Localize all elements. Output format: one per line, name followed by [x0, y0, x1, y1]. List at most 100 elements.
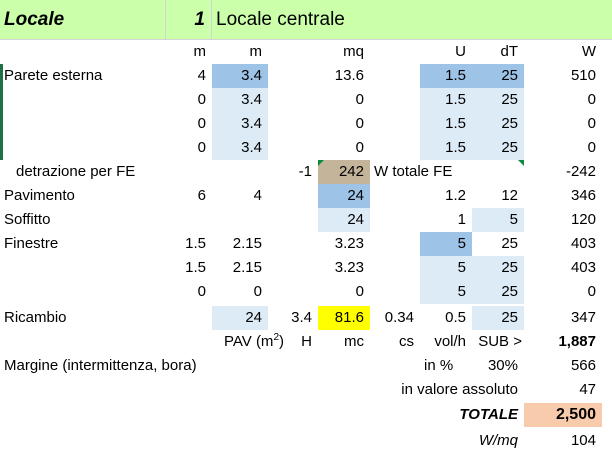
unit-mq[interactable]: mq — [343, 43, 364, 60]
pav-unit-close: ) — [279, 333, 284, 350]
sub-label[interactable]: SUB > — [478, 333, 522, 350]
detraction-label[interactable]: detrazione per FE — [16, 163, 136, 180]
wall-height[interactable]: 3.4 — [212, 136, 268, 160]
window-dt[interactable]: 25 — [472, 256, 524, 280]
wall-u[interactable]: 1.5 — [420, 64, 472, 88]
unit-m2[interactable]: m — [249, 43, 263, 60]
ceiling-u[interactable]: 1 — [457, 211, 466, 228]
floor-area[interactable]: 24 — [318, 184, 370, 208]
wall-height[interactable]: 3.4 — [212, 64, 268, 88]
wall-height[interactable]: 3.4 — [212, 88, 268, 112]
windows-label[interactable]: Finestre — [4, 235, 59, 252]
floor-length[interactable]: 4 — [253, 187, 262, 204]
unit-m1[interactable]: m — [193, 43, 207, 60]
absolute-watts[interactable]: 47 — [579, 381, 596, 398]
wall-area[interactable]: 13.6 — [334, 67, 364, 84]
window-area[interactable]: 3.23 — [334, 259, 364, 276]
detraction-note[interactable]: W totale FE — [374, 163, 453, 180]
window-u[interactable]: 5 — [420, 232, 472, 256]
floor-watts[interactable]: 346 — [570, 187, 596, 204]
wall-area[interactable]: 0 — [355, 91, 364, 108]
ricambio-watts[interactable]: 347 — [570, 309, 596, 326]
wall-watts[interactable]: 510 — [570, 67, 596, 84]
margin-label[interactable]: Margine (intermittenza, bora) — [4, 357, 197, 374]
wall-width[interactable]: 0 — [197, 91, 206, 108]
margin-unit[interactable]: in % — [424, 357, 454, 374]
ceiling-area[interactable]: 24 — [318, 208, 370, 232]
margin-percent[interactable]: 30% — [487, 357, 518, 374]
wall-watts[interactable]: 0 — [587, 115, 596, 132]
selection-edge-marker — [0, 64, 3, 160]
locale-name-cell[interactable]: Locale centrale — [212, 0, 612, 40]
absolute-label[interactable]: in valore assoluto — [401, 381, 518, 398]
subtotal-value[interactable]: 1,887 — [558, 333, 596, 350]
wall-dt[interactable]: 25 — [472, 136, 524, 160]
ricambio-mc[interactable]: 81.6 — [318, 306, 370, 330]
volh-unit-label[interactable]: vol/h — [434, 333, 466, 350]
wall-dt[interactable]: 25 — [472, 88, 524, 112]
window-width[interactable]: 1.5 — [185, 235, 206, 252]
per-sqm-value[interactable]: 104 — [570, 432, 596, 449]
window-height[interactable]: 2.15 — [232, 259, 262, 276]
window-area[interactable]: 3.23 — [334, 235, 364, 252]
window-height[interactable]: 2.15 — [232, 235, 262, 252]
floor-dt[interactable]: 12 — [501, 187, 518, 204]
wall-u[interactable]: 1.5 — [420, 88, 472, 112]
pav-unit-exponent: 2 — [273, 332, 279, 343]
unit-w[interactable]: W — [581, 43, 596, 60]
window-dt[interactable]: 25 — [472, 280, 524, 304]
total-value[interactable]: 2,500 — [524, 403, 602, 427]
window-watts[interactable]: 403 — [570, 259, 596, 276]
wall-area[interactable]: 0 — [355, 139, 364, 156]
wall-width[interactable]: 0 — [197, 115, 206, 132]
wall-watts[interactable]: 0 — [587, 91, 596, 108]
wall-height[interactable]: 3.4 — [212, 112, 268, 136]
locale-number-cell[interactable]: 1 — [166, 0, 212, 40]
h-unit-label[interactable]: H — [301, 333, 312, 350]
unit-u[interactable]: U — [455, 43, 466, 60]
window-watts[interactable]: 403 — [570, 235, 596, 252]
wall-width[interactable]: 4 — [197, 67, 206, 84]
detraction-watts[interactable]: -242 — [565, 163, 596, 180]
window-u[interactable]: 5 — [420, 280, 472, 304]
wall-area[interactable]: 0 — [355, 115, 364, 132]
unit-dt[interactable]: dT — [500, 43, 518, 60]
ricambio-h[interactable]: 3.4 — [291, 309, 312, 326]
window-width[interactable]: 1.5 — [185, 259, 206, 276]
window-width[interactable]: 0 — [197, 283, 206, 300]
detraction-area[interactable]: 242 — [318, 160, 370, 184]
window-u[interactable]: 5 — [420, 256, 472, 280]
wall-watts[interactable]: 0 — [587, 139, 596, 156]
ceiling-label[interactable]: Soffitto — [4, 211, 51, 228]
pav-unit-text: PAV (m — [223, 333, 274, 350]
wall-u[interactable]: 1.5 — [420, 112, 472, 136]
total-label[interactable]: TOTALE — [459, 406, 518, 423]
floor-width[interactable]: 6 — [197, 187, 206, 204]
locale-title-cell[interactable]: Locale — [0, 0, 166, 40]
window-dt[interactable]: 25 — [501, 235, 518, 252]
window-area[interactable]: 0 — [355, 283, 364, 300]
detraction-spacer[interactable] — [472, 160, 524, 184]
floor-u[interactable]: 1.2 — [445, 187, 466, 204]
window-watts[interactable]: 0 — [587, 283, 596, 300]
ceiling-dt[interactable]: 5 — [472, 208, 524, 232]
wall-u[interactable]: 1.5 — [420, 136, 472, 160]
margin-watts[interactable]: 566 — [570, 357, 596, 374]
pav-unit-label[interactable]: PAV (m2) — [190, 330, 290, 354]
ricambio-cs[interactable]: 0.34 — [384, 309, 414, 326]
detraction-factor[interactable]: -1 — [298, 163, 312, 180]
floor-label[interactable]: Pavimento — [4, 187, 75, 204]
ricambio-volh[interactable]: 0.5 — [445, 309, 466, 326]
wall-dt[interactable]: 25 — [472, 112, 524, 136]
ceiling-watts[interactable]: 120 — [570, 211, 596, 228]
ricambio-dt[interactable]: 25 — [472, 306, 524, 330]
per-sqm-label[interactable]: W/mq — [478, 432, 518, 449]
ricambio-label[interactable]: Ricambio — [4, 309, 67, 326]
mc-unit-label[interactable]: mc — [344, 333, 364, 350]
cs-unit-label[interactable]: cs — [399, 333, 414, 350]
window-height[interactable]: 0 — [253, 283, 262, 300]
wall-dt[interactable]: 25 — [472, 64, 524, 88]
wall-width[interactable]: 0 — [197, 139, 206, 156]
wall-label[interactable]: Parete esterna — [4, 67, 103, 84]
ricambio-pav[interactable]: 24 — [212, 306, 268, 330]
